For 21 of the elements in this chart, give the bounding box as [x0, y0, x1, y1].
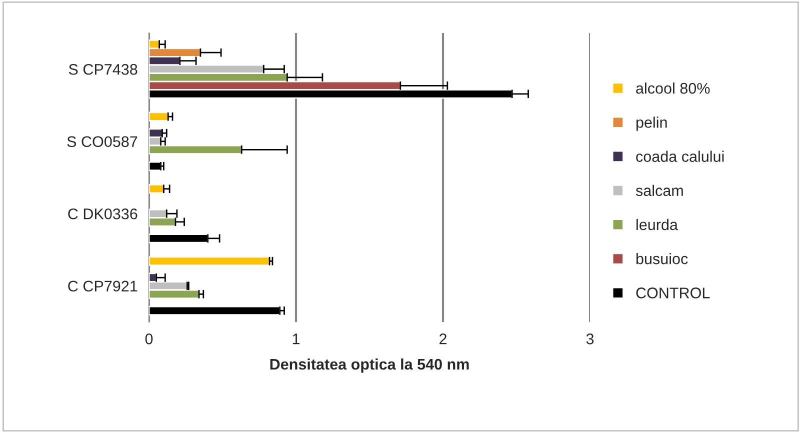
- x-tick-label: 0: [145, 334, 153, 344]
- x-axis-title: Densitatea optica la 540 nm: [270, 358, 469, 373]
- legend-label: busuioc: [636, 253, 688, 264]
- x-tick-label: 1: [292, 334, 300, 344]
- bar: [149, 112, 169, 122]
- x-tick-label: 3: [586, 334, 594, 344]
- bar: [149, 184, 164, 194]
- y-tick-label: C CP7921: [68, 280, 138, 292]
- y-tick-label: S CO0587: [67, 136, 138, 148]
- bar: [149, 306, 281, 316]
- legend-label: CONTROL: [636, 288, 710, 298]
- legend-label: leurda: [636, 218, 678, 230]
- legend-label: salcam: [636, 184, 683, 196]
- bar: [149, 256, 270, 266]
- y-tick-label: S CP7438: [68, 64, 138, 75]
- legend-label: coada calului: [636, 150, 724, 162]
- bar: [149, 161, 162, 171]
- legend-label: pelin: [636, 116, 667, 131]
- x-tick-label: 2: [440, 334, 446, 344]
- y-tick-label: C DK0336: [68, 208, 138, 220]
- legend-label: alcool 80%: [636, 82, 710, 94]
